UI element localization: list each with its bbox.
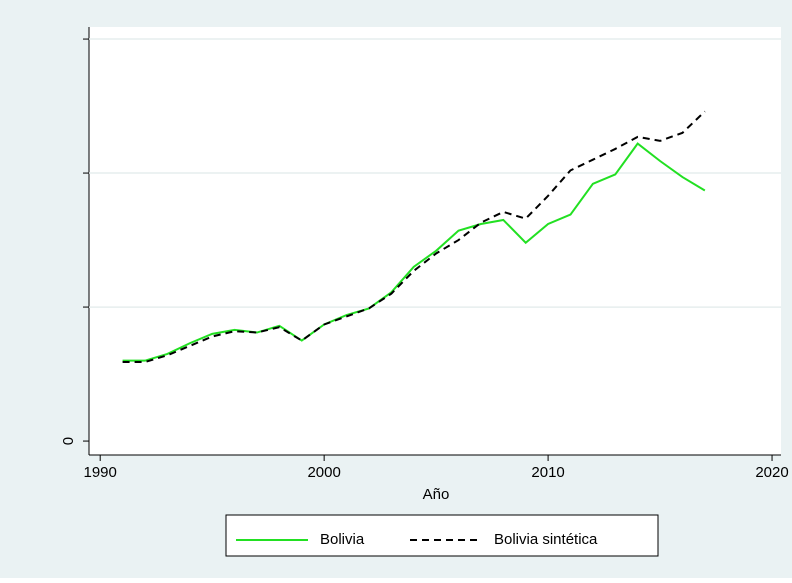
legend-label: Bolivia sintética	[494, 531, 598, 548]
legend	[225, 514, 659, 557]
x-tick-label: 2000	[307, 464, 340, 481]
x-axis-label: Año	[423, 486, 450, 503]
series-line	[122, 142, 706, 362]
y-tick-label: 0	[60, 437, 77, 445]
series-line	[122, 110, 706, 364]
x-tick-label: 1990	[84, 464, 117, 481]
plot-area	[89, 27, 781, 455]
x-tick-label: 2020	[755, 464, 788, 481]
x-tick-label: 2010	[531, 464, 564, 481]
legend-label: Bolivia	[320, 531, 365, 548]
